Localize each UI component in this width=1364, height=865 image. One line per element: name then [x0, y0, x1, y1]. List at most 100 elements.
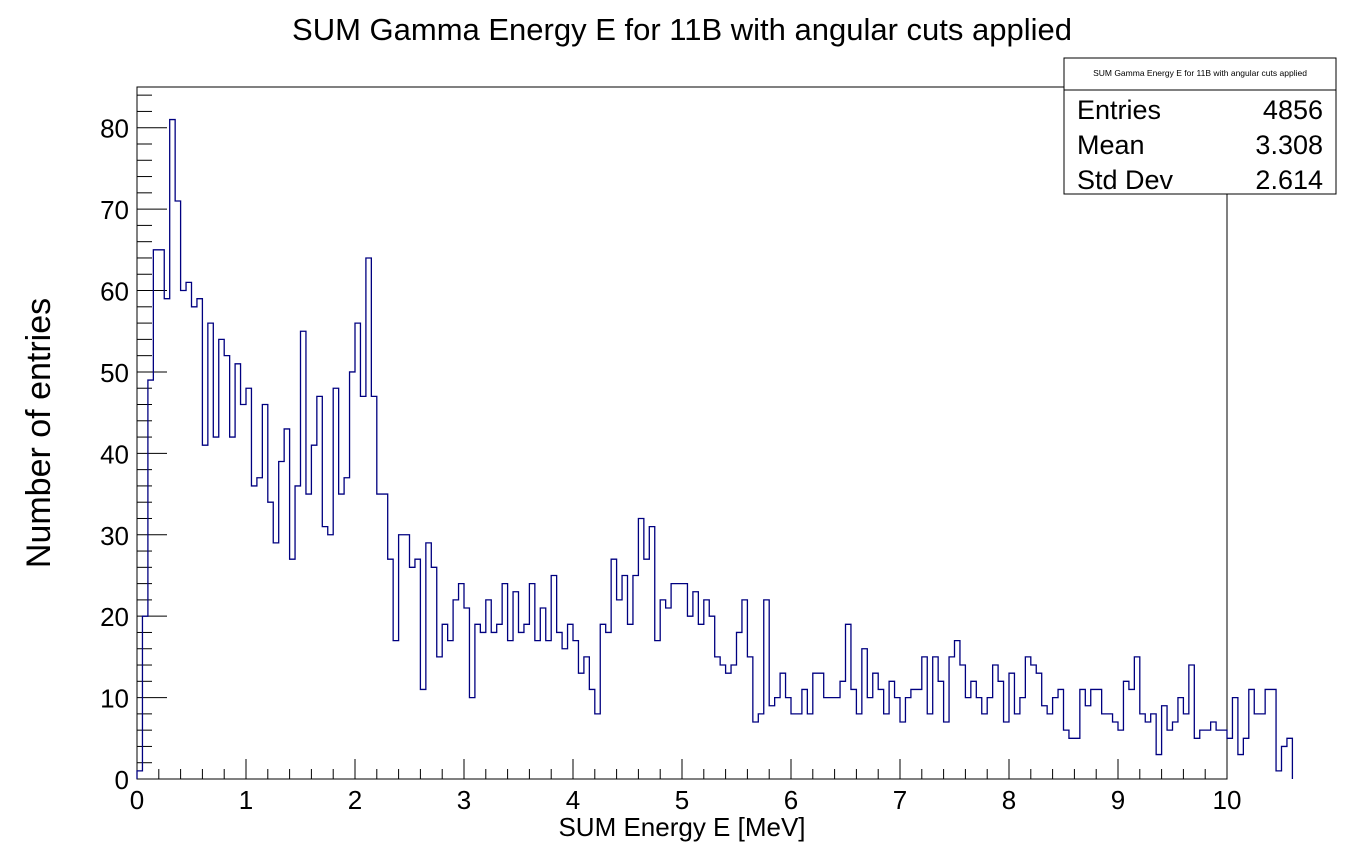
histogram-bin [159, 250, 164, 779]
histogram-bin [971, 681, 976, 779]
histogram-bin [469, 698, 474, 779]
histogram-bin [726, 673, 731, 779]
histogram-bin [181, 291, 186, 779]
y-axis-label: Number of entries [20, 298, 58, 568]
histogram-bin [949, 657, 954, 779]
histogram-bin [1020, 698, 1025, 779]
histogram-bin [1162, 706, 1167, 779]
histogram-bin [513, 592, 518, 779]
histogram-bin [382, 494, 387, 779]
histogram-bin [170, 120, 175, 779]
histogram-bin [775, 698, 780, 779]
histogram-bin [638, 518, 643, 779]
histogram-bin [235, 364, 240, 779]
histogram-bin [148, 380, 153, 779]
x-tick-label: 10 [1213, 785, 1242, 815]
histogram-bin [273, 543, 278, 779]
histogram-bin [617, 600, 622, 779]
histogram-bin [202, 445, 207, 779]
histogram-bin [404, 535, 409, 779]
histogram-bin [1091, 689, 1096, 779]
histogram-bin [284, 429, 289, 779]
histogram-bin [796, 714, 801, 779]
histogram-bin [540, 608, 545, 779]
x-tick-label: 8 [1002, 785, 1016, 815]
histogram-bin [1211, 722, 1216, 779]
histogram-bin [742, 600, 747, 779]
histogram-bin [448, 641, 453, 779]
x-tick-label: 5 [675, 785, 689, 815]
histogram-bin [1058, 689, 1063, 779]
x-axis-label: SUM Energy E [MeV] [558, 812, 805, 842]
x-tick-label: 4 [566, 785, 580, 815]
histogram-bin [884, 714, 889, 779]
histogram-bin [889, 681, 894, 779]
x-axis: 0 1 2 3 4 5 6 7 8 9 10 [130, 759, 1242, 815]
histogram-bin [262, 405, 267, 779]
histogram-bin [1222, 730, 1227, 779]
histogram-bin [453, 600, 458, 779]
histogram-bin [355, 323, 360, 779]
histogram-bin [682, 584, 687, 779]
histogram-bin [1205, 730, 1210, 779]
histogram-bin [1287, 738, 1292, 779]
histogram-bin [301, 331, 306, 779]
histogram-bin [415, 559, 420, 779]
x-tick-label: 7 [893, 785, 907, 815]
histogram-bin [393, 641, 398, 779]
histogram-bin [333, 388, 338, 779]
stats-box-frame [1063, 57, 1337, 195]
histogram-bin [519, 632, 524, 779]
histogram-bin [1200, 730, 1205, 779]
histogram-bin [219, 339, 224, 779]
histogram-bin [955, 641, 960, 779]
histogram-bin [164, 299, 169, 779]
histogram-bin [257, 478, 262, 779]
histogram-bin [720, 665, 725, 779]
histogram-bin [780, 673, 785, 779]
histogram-bin [192, 307, 197, 779]
histogram-bin [1260, 714, 1265, 779]
histogram-bin [475, 624, 480, 779]
y-tick-label: 80 [100, 114, 129, 144]
histogram-bin [900, 722, 905, 779]
histogram-bin [687, 616, 692, 779]
stats-stddev-value: 2.614 [1255, 165, 1323, 195]
histogram-bin [753, 722, 758, 779]
histogram-bin [317, 396, 322, 779]
histogram-bin [606, 632, 611, 779]
histogram-bin [197, 299, 202, 779]
histogram-outline [136, 118, 1294, 779]
histogram-bin [557, 632, 562, 779]
histogram-bin [802, 689, 807, 779]
histogram-bin [715, 657, 720, 779]
histogram-bin [360, 396, 365, 779]
histogram-bin [867, 698, 872, 779]
histogram-bin [230, 437, 235, 779]
histogram-bin [377, 494, 382, 779]
histogram-bin [208, 323, 213, 779]
histogram-bin [764, 600, 769, 779]
histogram-bin [589, 689, 594, 779]
histogram-bin [584, 657, 589, 779]
histogram-bin [290, 559, 295, 779]
histogram-bin [279, 461, 284, 779]
histogram-bin [350, 372, 355, 779]
histogram-bin [960, 665, 965, 779]
histogram-bin [1134, 657, 1139, 779]
y-tick-label: 60 [100, 277, 129, 307]
histogram-bin [600, 624, 605, 779]
stats-mean-label: Mean [1077, 130, 1145, 160]
x-tick-label: 6 [784, 785, 798, 815]
histogram-bin [410, 567, 415, 779]
histogram-bin [965, 698, 970, 779]
histogram-bin [1276, 771, 1281, 779]
histogram-bin [213, 437, 218, 779]
histogram-bin [1047, 714, 1052, 779]
histogram-bin [709, 616, 714, 779]
histogram-bin [1042, 706, 1047, 779]
y-tick-label: 40 [100, 439, 129, 469]
histogram-bin [938, 681, 943, 779]
histogram-bin [824, 698, 829, 779]
